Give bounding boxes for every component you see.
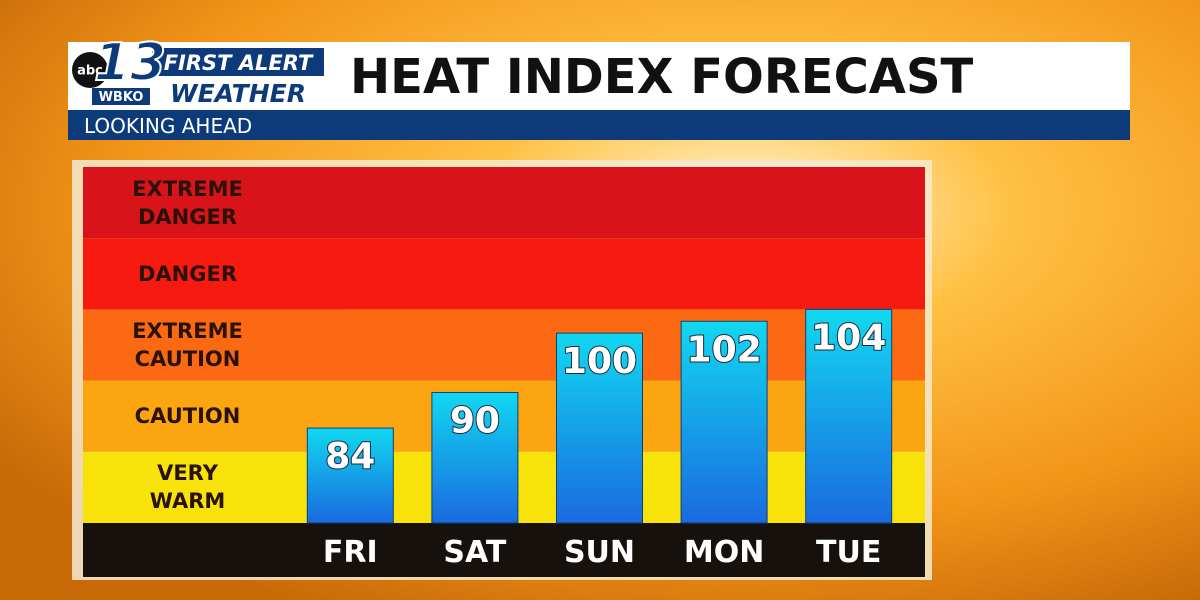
heat-band: [83, 238, 925, 310]
channel-number: 13: [94, 33, 166, 93]
x-tick-label: SUN: [564, 535, 635, 570]
network-logo: [72, 52, 108, 88]
x-tick-label: MON: [684, 535, 764, 570]
bar: [556, 332, 643, 524]
value-label: 84: [325, 436, 375, 477]
heat-band: [83, 309, 925, 381]
chart-title: HEAT INDEX FORECAST: [350, 49, 974, 105]
bar: [431, 391, 519, 524]
band-label: CAUTION: [134, 404, 241, 429]
band-label: EXTREME CAUTION: [132, 319, 243, 371]
bar: [805, 308, 893, 524]
value-label: 90: [450, 400, 500, 441]
label-strip: [83, 523, 925, 577]
x-tick-label: FRI: [323, 535, 378, 570]
value-label: 102: [687, 329, 762, 370]
band-label: DANGER: [137, 261, 237, 286]
station-box: [92, 88, 150, 105]
bar: [680, 320, 768, 524]
brand-line2: WEATHER: [170, 79, 306, 108]
subtitle-bar: [68, 110, 1130, 140]
station: WBKO: [99, 90, 144, 105]
x-tick-label: TUE: [816, 535, 881, 570]
band-label: EXTREME DANGER: [132, 176, 243, 229]
subtitle: LOOKING AHEAD: [84, 114, 252, 138]
band-label: VERY WARM: [149, 461, 226, 514]
network-text: abc: [77, 64, 103, 79]
x-tick-label: SAT: [443, 535, 506, 570]
heat-band: [83, 167, 925, 239]
brand-box: [152, 48, 324, 76]
bar: [306, 427, 394, 524]
value-label: 100: [562, 341, 637, 382]
value-label: 104: [811, 317, 886, 358]
brand-line1: FIRST ALERT: [164, 51, 314, 75]
